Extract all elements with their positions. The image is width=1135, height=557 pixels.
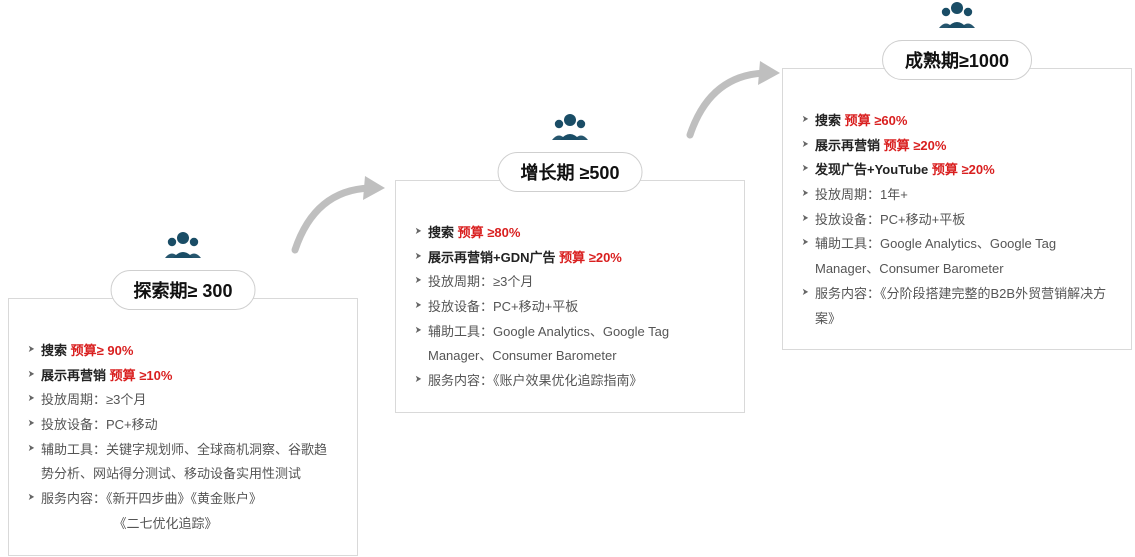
- list-item: 投放设备：PC+移动+平板: [414, 295, 726, 320]
- item-list: 搜索 预算 ≥60% 展示再营销 预算 ≥20% 发现广告+YouTube 预算…: [801, 109, 1113, 331]
- list-item-extra: 《二七优化追踪》: [41, 512, 339, 537]
- item-list: 搜索 预算≥ 90% 展示再营销 预算 ≥10% 投放周期：≥3个月 投放设备：…: [27, 339, 339, 537]
- list-item: 搜索 预算≥ 90%: [27, 339, 339, 364]
- stage-card: 搜索 预算≥ 90% 展示再营销 预算 ≥10% 投放周期：≥3个月 投放设备：…: [8, 298, 358, 556]
- stage-title: 成熟期≥1000: [882, 40, 1032, 80]
- stage-mature: 成熟期≥1000 搜索 预算 ≥60% 展示再营销 预算 ≥20% 发现广告+Y…: [782, 0, 1132, 350]
- list-item: 服务内容：《账户效果优化追踪指南》: [414, 369, 726, 394]
- stage-growth: 增长期 ≥500 搜索 预算 ≥80% 展示再营销+GDN广告 预算 ≥20% …: [395, 112, 745, 413]
- list-item: 辅助工具：Google Analytics、Google Tag Manager…: [414, 320, 726, 369]
- stage-title: 探索期≥ 300: [111, 270, 256, 310]
- arrow-icon: [680, 55, 790, 150]
- list-item: 服务内容：《新开四步曲》《黄金账户》 《二七优化追踪》: [27, 487, 339, 536]
- list-item: 辅助工具：Google Analytics、Google Tag Manager…: [801, 232, 1113, 281]
- list-item: 辅助工具：关键字规划师、全球商机洞察、谷歌趋势分析、网站得分测试、移动设备实用性…: [27, 438, 339, 487]
- people-icon: [782, 0, 1132, 34]
- list-item: 展示再营销+GDN广告 预算 ≥20%: [414, 246, 726, 271]
- list-item: 服务内容：《分阶段搭建完整的B2B外贸营销解决方案》: [801, 282, 1113, 331]
- list-item: 发现广告+YouTube 预算 ≥20%: [801, 158, 1113, 183]
- list-item: 展示再营销 预算 ≥20%: [801, 134, 1113, 159]
- stage-explore: 探索期≥ 300 搜索 预算≥ 90% 展示再营销 预算 ≥10% 投放周期：≥…: [8, 230, 358, 556]
- stage-card: 搜索 预算 ≥80% 展示再营销+GDN广告 预算 ≥20% 投放周期：≥3个月…: [395, 180, 745, 413]
- list-item: 投放设备：PC+移动+平板: [801, 208, 1113, 233]
- list-item: 展示再营销 预算 ≥10%: [27, 364, 339, 389]
- list-item: 搜索 预算 ≥60%: [801, 109, 1113, 134]
- list-item: 投放设备：PC+移动: [27, 413, 339, 438]
- list-item: 投放周期：≥3个月: [27, 388, 339, 413]
- list-item: 投放周期：≥3个月: [414, 270, 726, 295]
- list-item: 搜索 预算 ≥80%: [414, 221, 726, 246]
- item-list: 搜索 预算 ≥80% 展示再营销+GDN广告 预算 ≥20% 投放周期：≥3个月…: [414, 221, 726, 394]
- list-item: 投放周期：1年+: [801, 183, 1113, 208]
- stage-card: 搜索 预算 ≥60% 展示再营销 预算 ≥20% 发现广告+YouTube 预算…: [782, 68, 1132, 350]
- stage-title: 增长期 ≥500: [498, 152, 643, 192]
- arrow-icon: [285, 170, 395, 265]
